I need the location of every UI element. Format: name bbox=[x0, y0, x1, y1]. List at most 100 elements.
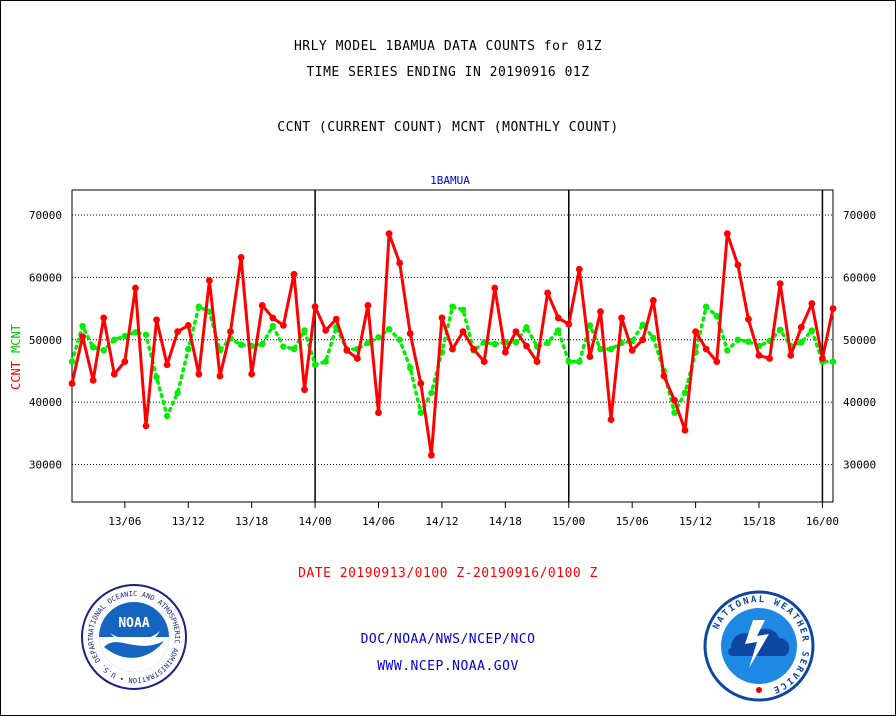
data-point-mcnt bbox=[407, 364, 414, 372]
data-point-ccnt bbox=[89, 376, 97, 384]
x-tick-label: 15/06 bbox=[616, 515, 649, 528]
x-tick-label: 15/18 bbox=[742, 515, 775, 528]
x-tick-label: 14/12 bbox=[425, 515, 458, 528]
series-layer bbox=[68, 230, 837, 459]
data-point-mcnt bbox=[290, 345, 298, 353]
data-point-mcnt bbox=[375, 334, 382, 341]
grid-layer bbox=[72, 190, 833, 502]
y-axis-label-mcnt: MCNT bbox=[9, 324, 23, 353]
x-tick-label: 15/00 bbox=[552, 515, 585, 528]
data-point-ccnt bbox=[660, 372, 668, 380]
axes-layer: 30000 30000 40000 40000 50000 50000 60000 60000… bbox=[29, 189, 876, 528]
data-point-ccnt bbox=[449, 345, 456, 353]
data-point-ccnt bbox=[417, 380, 425, 387]
data-point-mcnt bbox=[237, 341, 245, 348]
chart-title-line1: HRLY MODEL 1BAMUA DATA COUNTS for 01Z bbox=[293, 39, 603, 54]
data-point-ccnt bbox=[290, 270, 298, 278]
data-point-mcnt bbox=[174, 389, 181, 396]
data-point-mcnt bbox=[280, 343, 287, 350]
data-point-ccnt bbox=[353, 355, 361, 362]
data-point-mcnt bbox=[79, 322, 86, 330]
y-axis-label: CCNT MCNT bbox=[9, 324, 23, 390]
site-url[interactable]: WWW.NCEP.NOAA.GOV bbox=[377, 659, 519, 674]
data-point-ccnt bbox=[470, 345, 478, 353]
data-point-ccnt bbox=[459, 328, 467, 336]
data-point-mcnt bbox=[491, 340, 498, 348]
data-point-mcnt bbox=[163, 412, 171, 420]
data-point-mcnt bbox=[776, 326, 784, 333]
x-tick-label: 14/06 bbox=[362, 515, 395, 528]
data-point-ccnt bbox=[819, 355, 826, 362]
data-point-ccnt bbox=[723, 230, 731, 238]
data-point-ccnt bbox=[216, 372, 224, 380]
y-tick-label-left: 50000 bbox=[29, 334, 62, 347]
data-point-mcnt bbox=[544, 339, 551, 347]
data-point-mcnt bbox=[111, 336, 118, 343]
data-point-ccnt bbox=[396, 259, 404, 267]
data-point-ccnt bbox=[68, 380, 76, 387]
data-point-ccnt bbox=[681, 426, 689, 434]
data-point-mcnt bbox=[808, 327, 816, 334]
plot-title: 1BAMUA bbox=[430, 174, 470, 187]
data-point-ccnt bbox=[618, 314, 626, 322]
y-axis-label-ccnt: CCNT bbox=[9, 361, 23, 390]
y-tick-label-left: 70000 bbox=[29, 209, 62, 222]
series-line-ccnt bbox=[70, 232, 835, 457]
data-point-ccnt bbox=[438, 314, 446, 322]
data-point-ccnt bbox=[692, 328, 699, 336]
chart-title-line2: TIME SERIES ENDING IN 20190916 01Z bbox=[306, 65, 590, 80]
data-point-ccnt bbox=[184, 322, 192, 329]
y-tick-label-right: 50000 bbox=[843, 334, 876, 347]
data-point-ccnt bbox=[332, 315, 340, 323]
noaa-logo-text: NOAA bbox=[118, 616, 149, 631]
noaa-logo: NOAA NATIONAL OCEANIC AND ATMOSPHERIC AD… bbox=[80, 583, 187, 690]
data-point-mcnt bbox=[364, 339, 372, 347]
data-point-mcnt bbox=[798, 339, 805, 346]
data-point-ccnt bbox=[544, 289, 552, 297]
y-tick-label-left: 30000 bbox=[29, 459, 62, 472]
data-point-ccnt bbox=[195, 370, 203, 378]
data-point-mcnt bbox=[702, 303, 710, 310]
x-tick-label: 15/12 bbox=[679, 515, 712, 528]
data-point-ccnt bbox=[597, 308, 604, 316]
data-point-ccnt bbox=[607, 416, 615, 424]
y-tick-label-left: 40000 bbox=[29, 396, 62, 409]
data-point-mcnt bbox=[576, 358, 583, 365]
data-point-ccnt bbox=[766, 355, 773, 362]
data-point-mcnt bbox=[185, 345, 192, 353]
plot-frame bbox=[71, 189, 834, 503]
x-tick-label: 16/00 bbox=[806, 515, 839, 528]
data-point-ccnt bbox=[512, 328, 520, 336]
data-point-ccnt bbox=[132, 284, 139, 292]
y-tick-label-right: 40000 bbox=[843, 396, 876, 409]
data-point-ccnt bbox=[153, 316, 160, 324]
x-tick-label: 14/18 bbox=[489, 515, 522, 528]
data-point-ccnt bbox=[745, 315, 752, 323]
data-point-mcnt bbox=[449, 303, 456, 310]
data-point-mcnt bbox=[724, 347, 731, 354]
data-point-ccnt bbox=[808, 300, 816, 307]
data-point-mcnt bbox=[195, 303, 203, 310]
data-point-mcnt bbox=[301, 327, 308, 334]
data-point-mcnt bbox=[132, 329, 139, 336]
data-point-ccnt bbox=[734, 261, 742, 269]
data-point-mcnt bbox=[650, 334, 657, 342]
data-point-mcnt bbox=[121, 332, 129, 340]
data-point-ccnt bbox=[776, 280, 784, 287]
y-tick-label-right: 30000 bbox=[843, 459, 876, 472]
data-point-ccnt bbox=[110, 370, 118, 378]
y-tick-label-right: 70000 bbox=[843, 209, 876, 222]
data-point-mcnt bbox=[671, 409, 678, 416]
data-point-mcnt bbox=[100, 347, 107, 354]
data-point-mcnt bbox=[713, 312, 720, 320]
data-point-ccnt bbox=[206, 277, 213, 284]
data-point-mcnt bbox=[512, 339, 520, 346]
data-point-ccnt bbox=[79, 333, 86, 341]
date-range-label: DATE 20190913/0100 Z-20190916/0100 Z bbox=[298, 566, 598, 581]
data-point-ccnt bbox=[554, 314, 562, 322]
data-point-mcnt bbox=[417, 409, 424, 416]
data-point-ccnt bbox=[480, 358, 488, 365]
data-point-ccnt bbox=[671, 396, 678, 404]
data-point-ccnt bbox=[311, 303, 319, 311]
